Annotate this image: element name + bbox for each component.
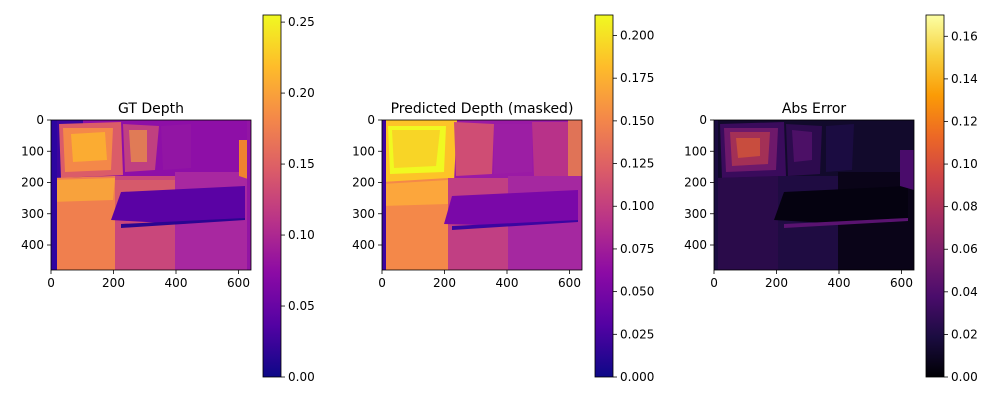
x-tick-label: 200 (102, 276, 125, 290)
colorbar-tick-label: 0.08 (951, 200, 978, 214)
y-tick-label: 300 (352, 207, 375, 221)
colorbar-tick-label: 0.10 (288, 228, 315, 242)
colorbar-tick-label: 0.00 (288, 370, 315, 384)
x-tick-label: 600 (558, 276, 581, 290)
colorbar-tick-label: 0.25 (288, 15, 315, 29)
colorbar-abs-error: 0.00 0.02 0.04 0.06 0.08 0.10 0.12 0.14 0.16 (925, 14, 978, 384)
y-tick-label: 100 (21, 144, 44, 158)
x-tick-label: 200 (433, 276, 456, 290)
y-tick-label: 0 (36, 113, 44, 127)
colorbar-tick-label: 0.15 (288, 157, 315, 171)
x-tick-label: 400 (165, 276, 188, 290)
y-tick-label: 300 (21, 207, 44, 221)
colorbar-tick-label: 0.02 (951, 327, 978, 341)
colorbar-tick-label: 0.100 (620, 199, 654, 213)
y-tick-label: 200 (352, 176, 375, 190)
colorbar-tick-label: 0.025 (620, 327, 654, 341)
colorbar-tick-label: 0.20 (288, 86, 315, 100)
colorbar-predicted-depth: 0.000 0.025 0.050 0.075 0.100 0.125 0.150 0.175… (594, 14, 654, 384)
y-axis: 0 100 200 300 400 (352, 113, 382, 252)
y-tick-label: 400 (21, 238, 44, 252)
y-tick-label: 200 (684, 176, 707, 190)
y-tick-label: 200 (21, 176, 44, 190)
colorbar-tick-label: 0.14 (951, 72, 978, 86)
y-tick-label: 100 (684, 144, 707, 158)
y-tick-label: 400 (352, 238, 375, 252)
y-tick-label: 0 (367, 113, 375, 127)
x-tick-label: 600 (890, 276, 913, 290)
colorbar-tick-label: 0.06 (951, 242, 978, 256)
x-tick-label: 400 (828, 276, 851, 290)
y-tick-label: 0 (699, 113, 707, 127)
colorbar-tick-label: 0.150 (620, 114, 654, 128)
colorbar-tick-label: 0.05 (288, 299, 315, 313)
x-axis: 0 200 400 600 (47, 270, 250, 290)
panel-predicted-depth: Predicted Depth (masked) 0 200 400 600 0 100… (352, 101, 583, 290)
x-tick-label: 0 (710, 276, 718, 290)
x-tick-label: 200 (765, 276, 788, 290)
panel-gt-depth: GT Depth 0 200 400 600 0 100 200 300 400 (21, 101, 252, 290)
x-tick-label: 400 (496, 276, 519, 290)
y-tick-label: 400 (684, 238, 707, 252)
colorbar-tick-label: 0.10 (951, 157, 978, 171)
colorbar-tick-label: 0.200 (620, 28, 654, 42)
colorbar-tick-label: 0.075 (620, 242, 654, 256)
depth-image (382, 120, 582, 270)
panel-abs-error: Abs Error 0 200 400 600 0 100 200 300 400 (684, 101, 915, 290)
panel-title: Predicted Depth (masked) (391, 101, 574, 117)
colorbar-tick-label: 0.00 (951, 370, 978, 384)
y-axis: 0 100 200 300 400 (684, 113, 714, 252)
panel-title: GT Depth (118, 101, 184, 117)
panel-title: Abs Error (782, 101, 847, 117)
y-tick-label: 100 (352, 144, 375, 158)
colorbar-tick-label: 0.16 (951, 29, 978, 43)
colorbar-tick-label: 0.000 (620, 370, 654, 384)
colorbar-tick-label: 0.050 (620, 285, 654, 299)
colorbar-tick-label: 0.175 (620, 71, 654, 85)
colorbar-tick-label: 0.125 (620, 157, 654, 171)
x-axis: 0 200 400 600 (710, 270, 913, 290)
colorbar-gt-depth: 0.00 0.05 0.10 0.15 0.20 0.25 (262, 14, 315, 384)
y-tick-label: 300 (684, 207, 707, 221)
error-image (714, 120, 914, 270)
colorbar-tick-label: 0.12 (951, 114, 978, 128)
x-tick-label: 0 (47, 276, 55, 290)
depth-image (51, 120, 251, 270)
x-axis: 0 200 400 600 (378, 270, 581, 290)
x-tick-label: 0 (378, 276, 386, 290)
colorbar-tick-label: 0.04 (951, 285, 978, 299)
y-axis: 0 100 200 300 400 (21, 113, 51, 252)
x-tick-label: 600 (227, 276, 250, 290)
